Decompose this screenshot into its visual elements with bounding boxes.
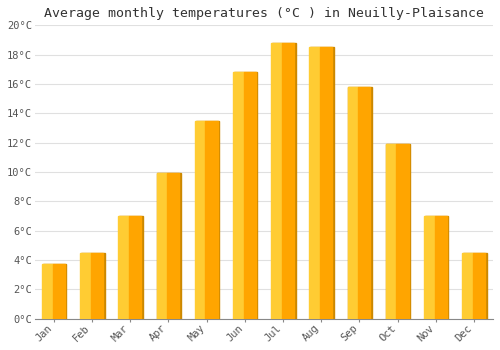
Bar bbox=[272, 43, 295, 318]
Bar bbox=[119, 216, 143, 318]
Bar bbox=[424, 216, 448, 318]
Bar bbox=[158, 173, 181, 318]
Bar bbox=[386, 144, 396, 318]
Bar bbox=[462, 253, 473, 318]
Bar bbox=[52, 264, 65, 318]
Bar bbox=[463, 253, 486, 318]
Bar bbox=[348, 87, 372, 318]
Bar bbox=[118, 216, 129, 318]
Bar bbox=[195, 121, 205, 318]
Bar bbox=[473, 253, 485, 318]
Title: Average monthly temperatures (°C ) in Neuilly-Plaisance: Average monthly temperatures (°C ) in Ne… bbox=[44, 7, 484, 20]
Bar bbox=[282, 43, 294, 318]
Bar bbox=[42, 264, 52, 318]
Bar bbox=[310, 47, 320, 318]
Bar bbox=[434, 216, 447, 318]
Bar bbox=[348, 87, 358, 318]
Bar bbox=[196, 121, 219, 318]
Bar bbox=[396, 144, 408, 318]
Bar bbox=[167, 173, 179, 318]
Bar bbox=[358, 87, 370, 318]
Bar bbox=[424, 216, 434, 318]
Bar bbox=[271, 43, 282, 318]
Bar bbox=[129, 216, 141, 318]
Bar bbox=[310, 47, 334, 318]
Bar bbox=[156, 173, 167, 318]
Bar bbox=[91, 253, 103, 318]
Bar bbox=[320, 47, 332, 318]
Bar bbox=[234, 72, 258, 318]
Bar bbox=[233, 72, 243, 318]
Bar bbox=[42, 264, 66, 318]
Bar bbox=[386, 144, 410, 318]
Bar bbox=[80, 253, 91, 318]
Bar bbox=[206, 121, 218, 318]
Bar bbox=[81, 253, 104, 318]
Bar bbox=[244, 72, 256, 318]
